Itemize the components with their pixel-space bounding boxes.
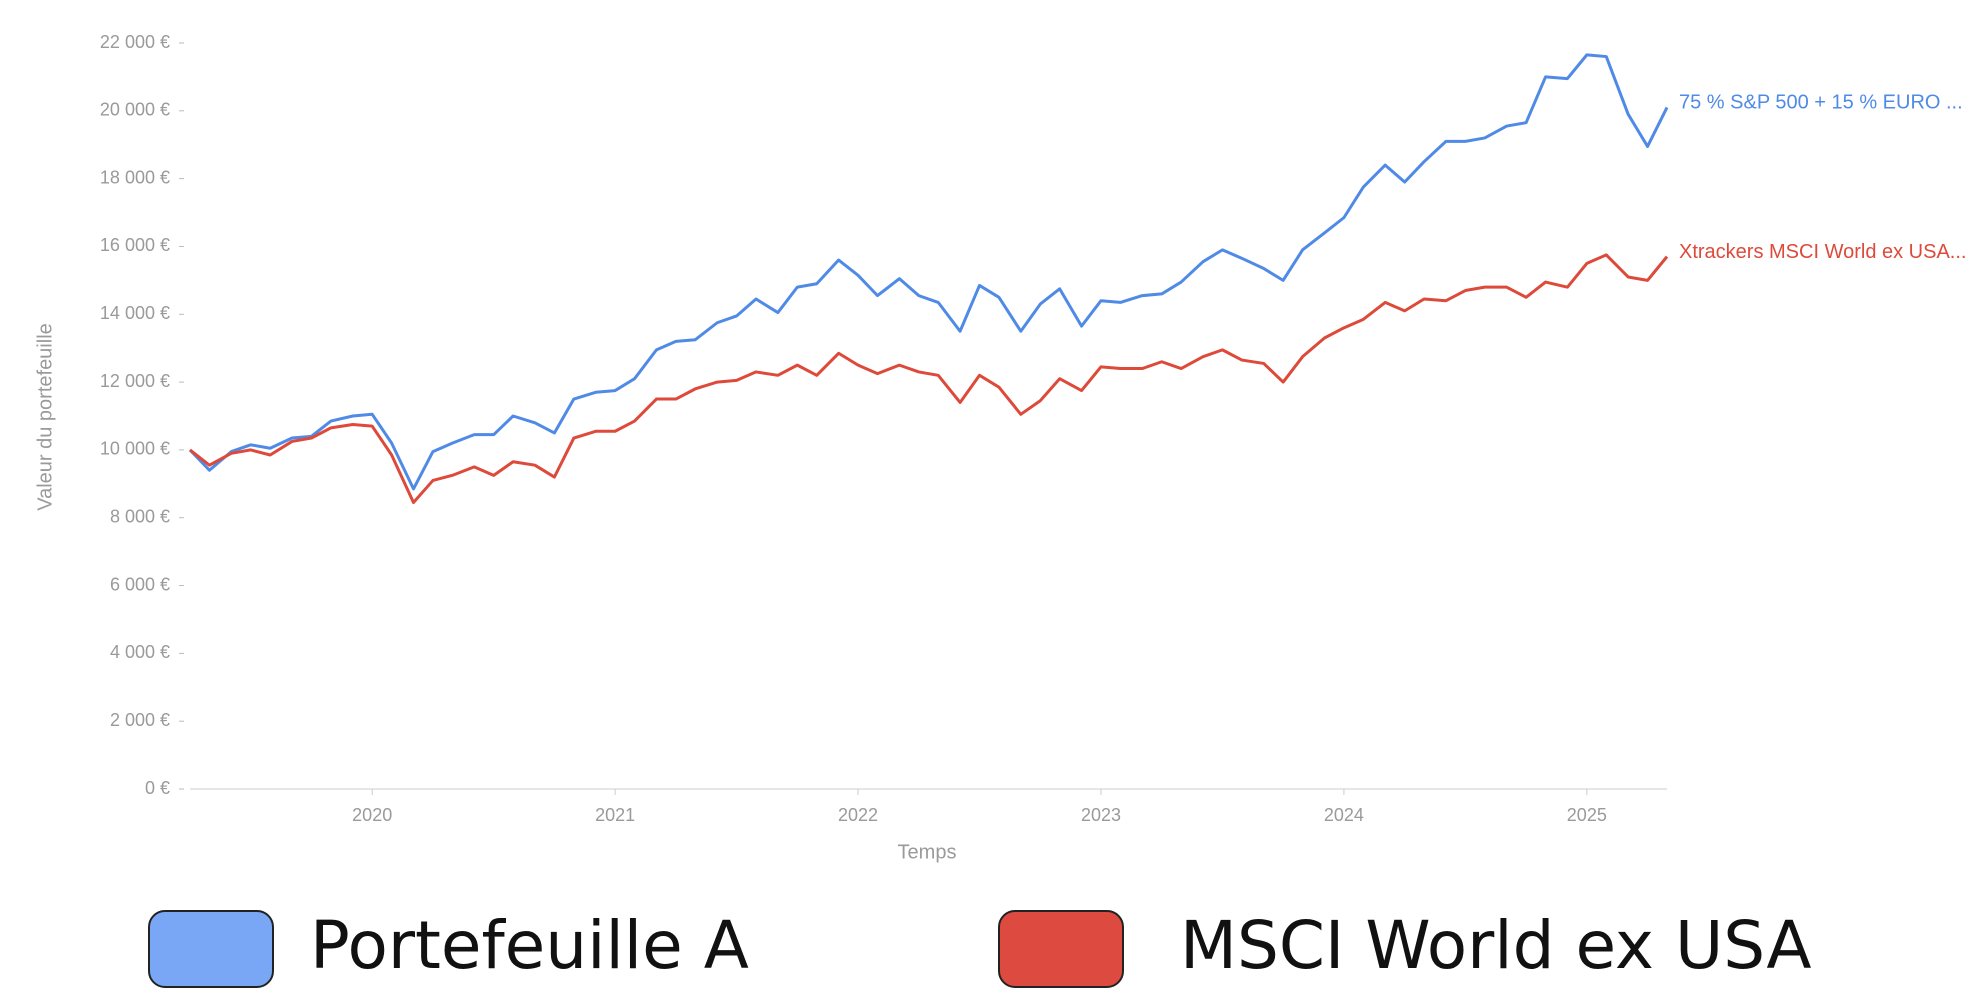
y-tick-label: 20 000 € [100,100,170,120]
y-axis-title: Valeur du portefeuille [34,323,56,511]
legend-label: MSCI World ex USA [1180,907,1812,984]
x-axis-title: Temps [898,841,957,863]
x-tick-label: 2024 [1324,805,1364,825]
y-tick-label: 6 000 € [110,574,170,594]
y-tick-label: 16 000 € [100,235,170,255]
legend-swatch [998,910,1124,988]
y-tick-label: 18 000 € [100,167,170,187]
legend-label: Portefeuille A [310,907,749,984]
y-tick-label: 22 000 € [100,32,170,52]
legend-swatch [148,910,274,988]
y-tick-label: 12 000 € [100,371,170,391]
x-tick-label: 2021 [595,805,635,825]
y-tick-label: 0 € [145,778,170,798]
y-tick-label: 2 000 € [110,710,170,730]
x-tick-label: 2022 [838,805,878,825]
series-line [188,53,1669,491]
y-tick-label: 8 000 € [110,506,170,526]
series-line [189,253,1669,504]
y-tick-label: 14 000 € [100,303,170,323]
x-tick-label: 2020 [352,805,392,825]
y-tick-label: 10 000 € [100,439,170,459]
x-tick-label: 2023 [1081,805,1121,825]
series-end-label: Xtrackers MSCI World ex USA... [1679,241,1966,263]
x-tick-label: 2025 [1567,805,1607,825]
series-end-label: 75 % S&P 500 + 15 % EURO ... [1679,92,1963,114]
y-tick-label: 4 000 € [110,642,170,662]
